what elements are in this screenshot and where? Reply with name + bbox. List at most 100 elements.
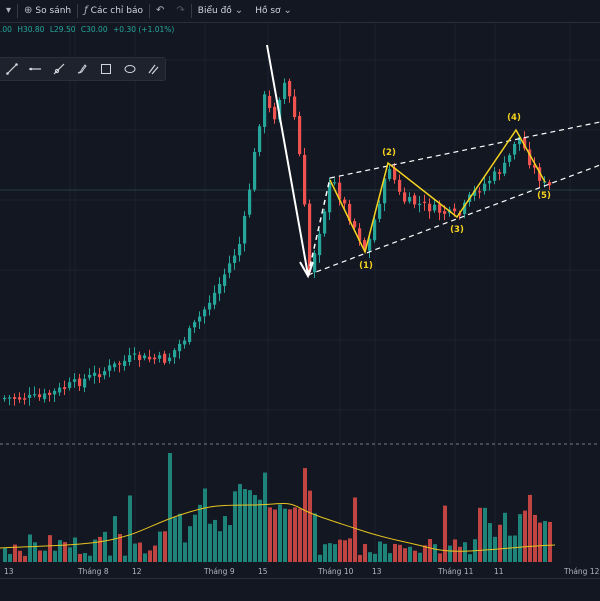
- candle-body: [18, 397, 22, 400]
- horizontal-line-tool[interactable]: [26, 60, 44, 78]
- toolbar-divider: [190, 4, 192, 18]
- toolbar-divider: [77, 4, 79, 18]
- ellipse-tool[interactable]: [121, 60, 139, 78]
- volume-bar: [98, 536, 102, 562]
- volume-bar: [273, 509, 277, 562]
- wave-label: (4): [507, 113, 521, 123]
- candle-body: [208, 302, 212, 310]
- candle-body: [318, 233, 322, 256]
- rectangle-tool[interactable]: [97, 60, 115, 78]
- volume-bar: [173, 517, 177, 562]
- candle-body: [438, 204, 442, 213]
- volume-bar: [38, 550, 42, 562]
- candle-body: [498, 172, 502, 174]
- volume-bar: [108, 555, 112, 562]
- volume-bar: [203, 488, 207, 562]
- candle-body: [163, 353, 167, 363]
- volume-bar: [373, 553, 377, 562]
- candle-body: [333, 182, 337, 184]
- ohlc-open: .00: [0, 25, 12, 34]
- candle-body: [53, 390, 57, 395]
- elliott-wave-line: [329, 128, 546, 255]
- candle-body: [413, 195, 417, 205]
- candle-body: [43, 393, 47, 400]
- trend-line-tool[interactable]: [3, 60, 21, 78]
- candle-body: [328, 183, 332, 213]
- candle-body: [173, 350, 177, 358]
- candle-body: [193, 322, 197, 328]
- chart-type-button[interactable]: Biểu đồ ⌄: [192, 0, 249, 22]
- x-axis-label: 13: [4, 567, 14, 576]
- volume-bar: [468, 554, 472, 562]
- volume-bar: [498, 524, 502, 562]
- candle-body: [283, 82, 287, 99]
- candle-body: [253, 152, 257, 190]
- candle-body: [378, 203, 382, 219]
- candle-body: [233, 255, 237, 263]
- x-axis-label: Tháng 10: [318, 567, 354, 576]
- candle-body: [338, 182, 342, 200]
- volume-bar: [28, 534, 32, 562]
- volume-bar: [73, 537, 77, 562]
- arrow-head: [299, 261, 314, 279]
- volume-bar: [198, 504, 202, 562]
- x-axis-label: Tháng 11: [438, 567, 474, 576]
- candle-body: [428, 203, 432, 212]
- candle-body: [298, 115, 302, 155]
- volume-bar: [278, 504, 282, 562]
- ray-tool[interactable]: [50, 60, 68, 78]
- volume-bar: [368, 552, 372, 562]
- volume-bar: [213, 519, 217, 562]
- menu-placeholder[interactable]: ▾: [0, 0, 17, 22]
- brush-tool[interactable]: [73, 60, 91, 78]
- volume-bar: [488, 523, 492, 562]
- x-axis-label: 11: [494, 567, 504, 576]
- candle-body: [228, 263, 232, 273]
- candle-body: [313, 253, 317, 273]
- candle-body: [538, 167, 542, 181]
- volume-bar: [523, 510, 527, 562]
- volume-bar: [348, 538, 352, 562]
- candle-body: [363, 240, 367, 249]
- volume-bar: [138, 542, 142, 562]
- candle-body: [453, 208, 457, 212]
- x-axis-label: Tháng 12: [564, 567, 600, 576]
- compare-button[interactable]: ⊕ So sánh: [18, 0, 77, 22]
- ohlc-high: H30.80: [17, 25, 45, 34]
- volume-bar: [148, 550, 152, 562]
- indicators-label: Các chỉ báo: [90, 6, 144, 16]
- volume-bar: [433, 544, 437, 562]
- candle-body: [63, 387, 67, 390]
- plus-circle-icon: ⊕: [24, 5, 33, 16]
- undo-button[interactable]: ↶: [150, 0, 170, 22]
- candle-body: [273, 106, 277, 120]
- candle-body: [168, 357, 172, 362]
- volume-bar: [258, 499, 262, 562]
- indicators-button[interactable]: ƒ Các chỉ báo: [78, 0, 149, 22]
- x-axis: 13 Tháng 8 12 Tháng 9 15 Tháng 10 13 Tháng 11 11…: [0, 564, 600, 578]
- volume-bar: [63, 542, 67, 562]
- volume-bar: [518, 514, 522, 562]
- magnet-tool[interactable]: [144, 60, 162, 78]
- volume-bar: [383, 543, 387, 562]
- candle-body: [28, 394, 32, 398]
- candle-body: [268, 95, 272, 109]
- candle-body: [258, 126, 262, 153]
- volume-bar: [78, 553, 82, 562]
- candle-body: [128, 355, 132, 363]
- volume-bar: [88, 555, 92, 562]
- candle-body: [533, 164, 537, 168]
- candle-body: [68, 382, 72, 388]
- profile-button[interactable]: Hồ sơ ⌄: [249, 0, 298, 22]
- volume-bar: [463, 542, 467, 562]
- candle-body: [303, 154, 307, 205]
- volume-bar: [193, 514, 197, 562]
- volume-bar: [483, 507, 487, 562]
- candle-body: [218, 283, 222, 294]
- volume-bar: [303, 468, 307, 562]
- volume-bar: [83, 553, 87, 562]
- volume-bar: [338, 539, 342, 562]
- bottom-panel: [0, 578, 600, 601]
- redo-button[interactable]: ↷: [170, 0, 190, 22]
